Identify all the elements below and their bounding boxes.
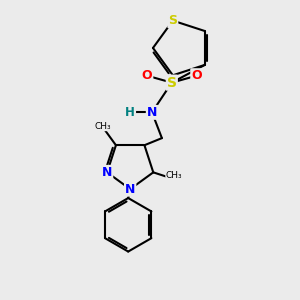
Text: N: N [125,183,135,196]
Text: S: S [168,14,177,27]
Text: S: S [167,76,177,90]
Text: N: N [102,166,112,179]
Text: N: N [147,106,157,119]
Text: O: O [191,69,202,82]
Text: O: O [142,69,152,82]
Text: H: H [125,106,135,119]
Text: CH₃: CH₃ [166,171,182,180]
Text: CH₃: CH₃ [95,122,112,131]
